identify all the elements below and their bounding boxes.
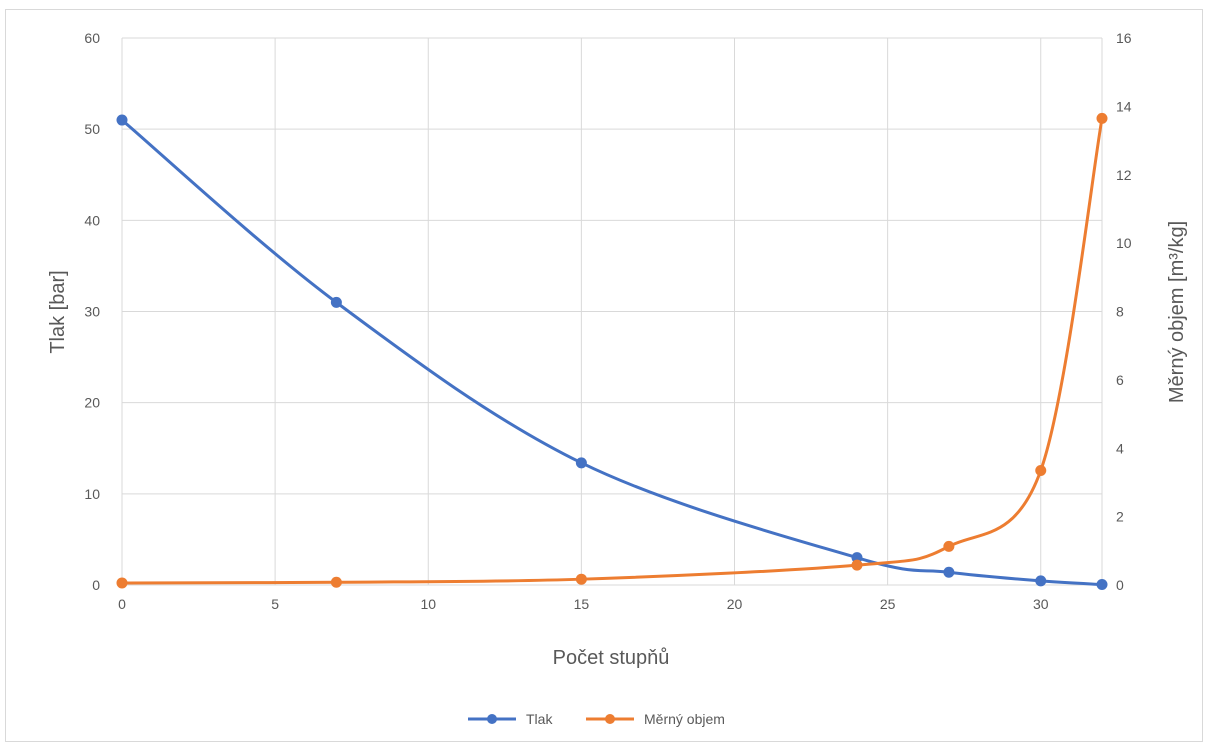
x-tick-label: 20 [727, 596, 743, 612]
y-axis-left-title: Tlak [bar] [47, 270, 69, 353]
dual-axis-line-chart: 0 10 20 30 40 50 60 0 5 10 15 20 25 30 0 2 4 6 8 10 12 14 16 P… [47, 30, 1188, 727]
data-point-tlak [943, 566, 955, 578]
data-point-merny-objem [330, 576, 342, 588]
y-right-tick-label: 6 [1116, 372, 1124, 388]
data-point-tlak [116, 114, 128, 126]
x-tick-label: 0 [118, 596, 126, 612]
data-point-merny-objem [943, 540, 955, 552]
series-lines [116, 112, 1108, 591]
legend-label-merny-objem: Měrný objem [644, 711, 725, 727]
gridlines [121, 37, 1103, 586]
x-tick-label: 15 [574, 596, 590, 612]
y-right-tick-label: 0 [1116, 577, 1124, 593]
y-right-tick-label: 8 [1116, 304, 1124, 320]
legend-marker-merny-objem [605, 714, 615, 724]
data-point-tlak [1096, 579, 1108, 591]
y-left-tick-label: 60 [84, 30, 100, 46]
legend-label-tlak: Tlak [526, 711, 553, 727]
y-right-tick-label: 10 [1116, 235, 1132, 251]
data-point-tlak [851, 552, 863, 564]
data-point-merny-objem [1096, 112, 1108, 124]
legend: Tlak Měrný objem [468, 711, 725, 727]
data-point-merny-objem [1035, 464, 1047, 476]
x-tick-label: 10 [420, 596, 436, 612]
data-point-merny-objem [575, 573, 587, 585]
data-point-tlak [330, 296, 342, 308]
x-tick-label: 5 [271, 596, 279, 612]
y-axis-right-title: Měrný objem [m³/kg] [1166, 221, 1188, 403]
tick-labels: 0 10 20 30 40 50 60 0 5 10 15 20 25 30 0 2 4 6 8 10 12 14 16 [84, 30, 1131, 612]
y-left-tick-label: 0 [92, 577, 100, 593]
legend-marker-tlak [487, 714, 497, 724]
y-right-tick-label: 14 [1116, 98, 1132, 114]
y-left-tick-label: 30 [84, 304, 100, 320]
series-line-tlak [121, 118, 1103, 587]
x-tick-label: 25 [880, 596, 896, 612]
y-left-tick-label: 10 [84, 486, 100, 502]
y-right-tick-label: 4 [1116, 440, 1124, 456]
chart-frame: 0 10 20 30 40 50 60 0 5 10 15 20 25 30 0 2 4 6 8 10 12 14 16 P… [5, 9, 1203, 742]
y-right-tick-label: 2 [1116, 509, 1124, 525]
y-left-tick-label: 40 [84, 212, 100, 228]
data-point-tlak [575, 457, 587, 469]
x-tick-label: 30 [1033, 596, 1049, 612]
y-right-tick-label: 16 [1116, 30, 1132, 46]
data-point-merny-objem [116, 577, 128, 589]
x-axis-title: Počet stupňů [553, 647, 670, 669]
y-right-tick-label: 12 [1116, 167, 1132, 183]
series-line-merny-objem [121, 118, 1104, 585]
data-point-merny-objem [851, 559, 863, 571]
data-point-tlak [1035, 575, 1047, 587]
y-left-tick-label: 20 [84, 395, 100, 411]
y-left-tick-label: 50 [84, 121, 100, 137]
